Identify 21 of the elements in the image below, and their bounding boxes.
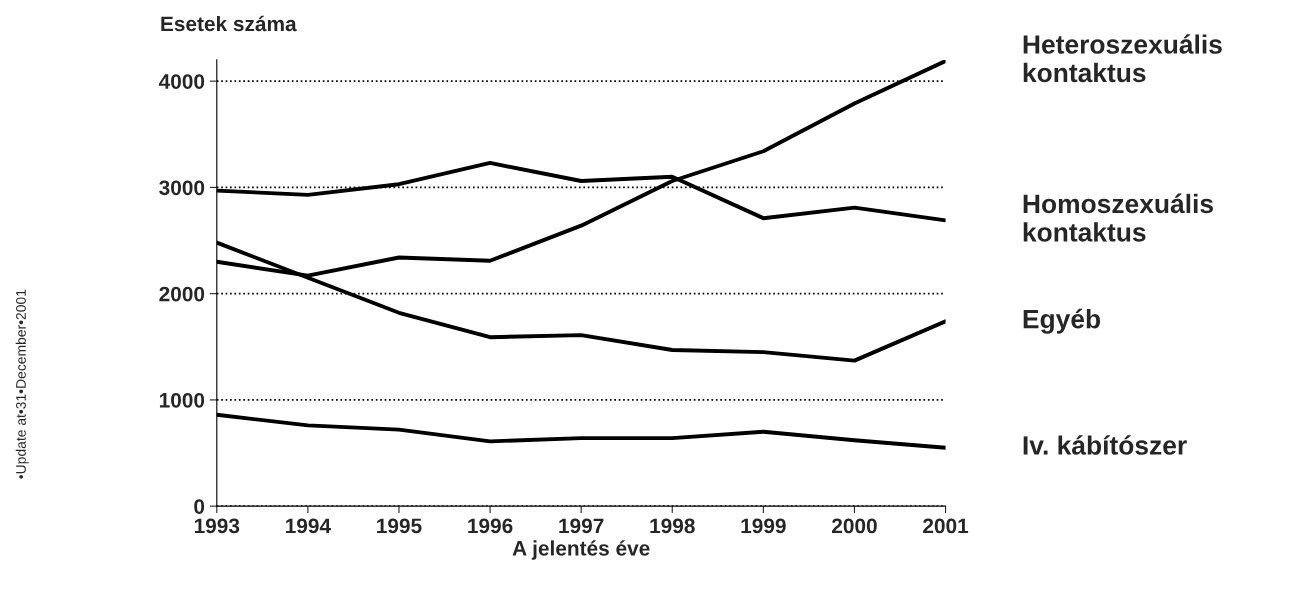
x-tick-label: 1996 bbox=[468, 518, 513, 534]
x-tick-label: 1993 bbox=[194, 518, 240, 534]
text: Iv. kábítószer bbox=[1023, 435, 1187, 455]
text: Homoszexuális kontaktus bbox=[1023, 193, 1213, 242]
x-tick-label: 2000 bbox=[832, 518, 877, 534]
x-tick-label: 1994 bbox=[286, 518, 331, 534]
x-tick-label: 1995 bbox=[377, 518, 422, 534]
text: Heteroszexuális kontaktus bbox=[1023, 34, 1222, 83]
x-tick-label: 2001 bbox=[923, 518, 969, 534]
x-tick-label: 1997 bbox=[559, 518, 604, 534]
y-tick-label: 3000 bbox=[159, 180, 205, 196]
x-axis-title: A jelentés éve bbox=[512, 540, 650, 560]
x-tick-label: 1998 bbox=[650, 518, 695, 534]
y-tick-label: 2000 bbox=[159, 286, 205, 302]
x-tick-label: 1999 bbox=[741, 518, 786, 534]
text: Egyéb bbox=[1023, 308, 1101, 334]
y-tick-label: 1000 bbox=[159, 392, 205, 408]
y-tick-label: 0 bbox=[194, 499, 205, 514]
y-tick-label: 4000 bbox=[158, 74, 205, 89]
y-axis-title: Esetek száma bbox=[161, 15, 297, 32]
text: •Update at•31•December•2001 bbox=[15, 289, 29, 479]
